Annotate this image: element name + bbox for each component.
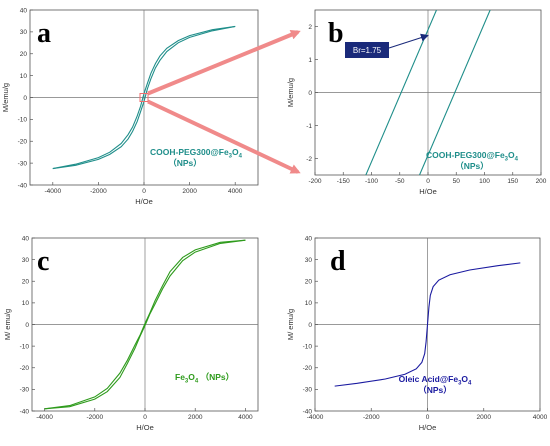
- x-tick-label: 0: [142, 188, 146, 195]
- x-tick-label: 4000: [228, 188, 243, 195]
- zoom-arrows: [147, 30, 301, 174]
- y-tick-label: -10: [303, 343, 313, 350]
- x-axis-label: H/Oe: [136, 423, 154, 432]
- x-tick-label: 50: [453, 178, 461, 185]
- zoom-arrow-lower: [147, 99, 301, 174]
- y-tick-label: -30: [303, 387, 313, 394]
- y-tick-label: 1: [308, 57, 312, 64]
- x-tick-label: -4000: [307, 414, 324, 421]
- y-tick-label: 10: [305, 300, 313, 307]
- x-tick-label: 0: [426, 178, 430, 185]
- y-tick-label: -40: [303, 408, 313, 415]
- panel-letter: d: [330, 246, 346, 277]
- sample-label-line2: （NPs）: [418, 385, 452, 395]
- y-tick-label: -40: [18, 182, 28, 189]
- x-tick-label: 100: [479, 178, 490, 185]
- x-tick-label: 4000: [533, 414, 548, 421]
- series-line-2: [44, 239, 246, 410]
- y-tick-label: 10: [22, 300, 30, 307]
- y-axis-label: M/emu/g: [1, 83, 10, 112]
- x-tick-label: 4000: [238, 414, 253, 421]
- panel-letter: a: [37, 18, 51, 49]
- series-line-1: [44, 239, 246, 410]
- panel-d: -4000 -2000 0 2000 4000 -40 -30 -20 -10 0 10 20 30 40…: [286, 235, 548, 432]
- y-tick-label: 2: [308, 24, 312, 31]
- sample-label-line2: （NPs）: [168, 158, 202, 168]
- y-tick-label: -10: [20, 343, 30, 350]
- y-axis-label: M/emu/g: [286, 78, 295, 107]
- sample-label: Oleic Acid@Fe3O4: [399, 374, 472, 387]
- panel-letter: c: [37, 246, 49, 277]
- x-tick-label: -4000: [36, 414, 53, 421]
- x-tick-label: -2000: [86, 414, 103, 421]
- y-tick-label: 40: [22, 235, 30, 242]
- y-tick-label: 0: [308, 90, 312, 97]
- y-tick-label: -20: [18, 139, 28, 146]
- y-tick-label: -30: [18, 160, 28, 167]
- panel-letter: b: [328, 18, 344, 49]
- y-tick-label: 40: [20, 7, 28, 14]
- panel-c: -4000 -2000 0 2000 4000 -40 -30 -20 -10 0 10 20 30 40…: [3, 235, 259, 432]
- zoom-region-box: [139, 93, 149, 102]
- y-tick-label: -10: [18, 117, 28, 124]
- y-tick-label: -2: [306, 156, 312, 163]
- y-tick-label: 30: [20, 29, 28, 36]
- series-line-2: [419, 10, 491, 175]
- y-tick-label: 0: [25, 322, 29, 329]
- sample-label: COOH-PEG300@Fe3O4: [150, 147, 243, 160]
- y-tick-label: 0: [23, 95, 27, 102]
- x-tick-label: -150: [337, 178, 350, 185]
- x-tick-label: 200: [536, 178, 547, 185]
- y-tick-label: 40: [305, 235, 313, 242]
- panel-a: -4000 -2000 0 2000 4000 -40 -30 -20 -10 0 10 20 30 40…: [1, 7, 259, 206]
- y-tick-label: -30: [20, 387, 30, 394]
- x-axis-label: H/Oe: [419, 187, 437, 196]
- zoom-arrow-upper: [147, 30, 301, 96]
- y-tick-label: 0: [308, 322, 312, 329]
- y-tick-label: -40: [20, 408, 30, 415]
- y-axis-label: M/ emu/g: [3, 309, 12, 340]
- y-tick-label: 20: [20, 51, 28, 58]
- br-callout-text: Br=1.75: [353, 46, 382, 55]
- y-tick-label: -1: [306, 123, 312, 130]
- sample-label-line2: （NPs）: [455, 161, 489, 171]
- x-tick-label: 2000: [188, 414, 203, 421]
- x-tick-label: 0: [143, 414, 147, 421]
- x-tick-label: -50: [395, 178, 405, 185]
- sample-label: COOH-PEG300@Fe3O4: [426, 150, 519, 163]
- y-tick-label: 20: [305, 279, 313, 286]
- x-axis-label: H/Oe: [419, 423, 437, 432]
- panel-b: -200 -150 -100 -50 0 50 100 150 200 -2 -1 0 1 2 H/Oe M/…: [286, 9, 547, 196]
- series-line-1: [334, 262, 521, 387]
- sample-label: Fe3O4 （NPs）: [175, 372, 234, 385]
- y-tick-label: -20: [303, 365, 313, 372]
- x-tick-label: -2000: [90, 188, 107, 195]
- x-tick-label: -2000: [363, 414, 380, 421]
- br-callout-arrow: [388, 33, 429, 49]
- x-tick-label: -200: [308, 178, 321, 185]
- y-tick-label: 30: [22, 257, 30, 264]
- x-tick-label: 2000: [182, 188, 197, 195]
- y-tick-label: 30: [305, 257, 313, 264]
- x-axis-label: H/Oe: [135, 197, 153, 206]
- x-tick-label: -100: [365, 178, 378, 185]
- x-tick-label: -4000: [44, 188, 61, 195]
- x-tick-label: 0: [426, 414, 430, 421]
- br-callout-box: [345, 42, 389, 58]
- x-tick-label: 150: [507, 178, 518, 185]
- y-axis-label: M/ emu/g: [286, 309, 295, 340]
- y-tick-label: -20: [20, 365, 30, 372]
- y-tick-label: 20: [22, 279, 30, 286]
- y-tick-label: 10: [20, 73, 28, 80]
- x-tick-label: 2000: [477, 414, 492, 421]
